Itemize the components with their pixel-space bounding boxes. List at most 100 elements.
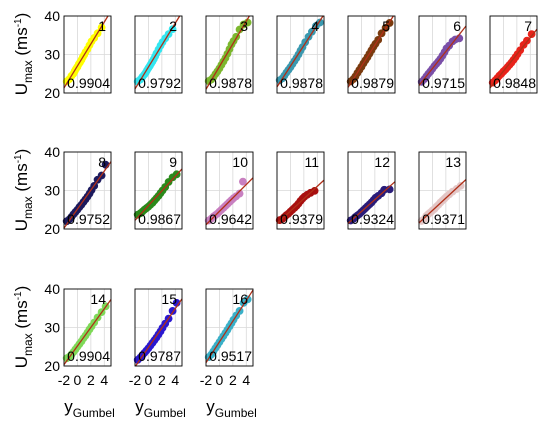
x-axis-label: yGumbel [206, 397, 257, 420]
axis-labels-group: yGumbel yGumbel yGumbel Umax (ms-1) Umax (ms… [12, 13, 257, 420]
panel-number: 11 [304, 154, 319, 170]
panel-correlation-value: 0.9379 [280, 211, 323, 227]
x-tick-label: 4 [100, 372, 108, 388]
panel-10: 10 0.9642 [204, 151, 254, 230]
panel-number: 15 [161, 291, 177, 307]
fit-line [276, 15, 324, 88]
x-tick-label: -2 [200, 372, 213, 388]
panel-correlation-value: 0.9879 [351, 75, 394, 91]
y-axis-label: Umax (ms-1) [12, 149, 35, 232]
panel-correlation-value: 0.9904 [67, 348, 110, 364]
x-axis-label: yGumbel [64, 397, 115, 420]
panel-frame [134, 151, 183, 230]
fit-line [276, 179, 325, 225]
panel-frame [418, 151, 467, 230]
fit-line [134, 15, 181, 90]
panel-frame [134, 15, 183, 94]
panel-frame [347, 151, 396, 230]
panel-8: 8 0.9752 20 30 40 [44, 144, 112, 237]
fit-line [347, 181, 396, 224]
panel-correlation-value: 0.9324 [351, 211, 394, 227]
panels-group: 10.990420304020.979230.987840.987850.987… [44, 8, 538, 388]
fit-line [134, 168, 183, 221]
panel-correlation-value: 0.9787 [138, 348, 181, 364]
y-tick-label: 40 [44, 144, 60, 160]
fit-line [205, 177, 254, 226]
panel-14: 14 0.9904 20 30 40 -2 0 2 4 [44, 281, 112, 388]
panel-number: 13 [445, 154, 461, 170]
data-point [456, 181, 465, 190]
panel-2: 2 0.9792 [133, 15, 183, 94]
x-tick-label: 0 [74, 372, 82, 388]
y-tick-label: 20 [44, 358, 60, 374]
panel-number: 10 [232, 154, 248, 170]
x-tick-label: 4 [242, 372, 250, 388]
panel-correlation-value: 0.9878 [209, 75, 252, 91]
panel-7: 7 0.9848 [488, 15, 538, 94]
panel-number: 9 [169, 154, 177, 170]
panel-12: 12 0.9324 [346, 151, 396, 230]
panel-correlation-value: 0.9878 [280, 75, 323, 91]
panel-correlation-value: 0.9752 [67, 211, 110, 227]
data-point [235, 189, 244, 198]
panel-number: 3 [240, 18, 248, 34]
panel-frame [418, 15, 467, 94]
panel-number: 7 [524, 18, 532, 34]
panel-frame [276, 15, 325, 94]
y-tick-label: 40 [44, 281, 60, 297]
panel-16: 16 0.9517 -2 0 2 4 [200, 288, 254, 388]
fit-line [418, 25, 467, 86]
panel-frame [489, 15, 538, 94]
y-axis-label: Umax (ms-1) [12, 286, 35, 369]
panel-13: 13 0.9371 [417, 151, 467, 230]
fit-line [489, 28, 538, 89]
panel-9: 9 0.9867 [133, 151, 183, 230]
fit-line [418, 178, 467, 224]
x-tick-label: -2 [129, 372, 142, 388]
x-tick-label: 2 [158, 372, 166, 388]
panel-number: 5 [382, 18, 390, 34]
y-tick-label: 40 [44, 8, 60, 24]
data-point [527, 30, 536, 38]
y-tick-label: 20 [44, 221, 60, 237]
x-tick-label: 2 [87, 372, 95, 388]
fit-line [205, 289, 254, 363]
x-tick-label: 0 [145, 372, 153, 388]
data-point [239, 177, 247, 186]
x-tick-label: -2 [58, 372, 71, 388]
panel-number: 6 [453, 18, 461, 34]
panel-number: 2 [169, 18, 177, 34]
panel-number: 4 [311, 18, 319, 34]
panel-frame [347, 15, 396, 94]
fit-line [63, 299, 112, 366]
panel-frame [276, 151, 325, 230]
y-tick-label: 30 [44, 320, 60, 336]
panel-number: 16 [232, 291, 248, 307]
panel-correlation-value: 0.9867 [138, 211, 181, 227]
panel-frame [205, 288, 254, 367]
y-tick-label: 20 [44, 85, 60, 101]
panel-correlation-value: 0.9371 [422, 211, 465, 227]
panel-1: 1 0.9904 20 30 40 [44, 8, 112, 101]
panel-5: 5 0.9879 [346, 15, 396, 94]
panel-number: 8 [98, 154, 106, 170]
x-axis-label: yGumbel [135, 397, 186, 420]
panel-frame [134, 288, 183, 367]
panel-number: 1 [98, 18, 106, 34]
panel-frame [205, 15, 254, 94]
fit-line [63, 161, 112, 229]
y-tick-label: 30 [44, 47, 60, 63]
panel-correlation-value: 0.9848 [493, 75, 536, 91]
panel-correlation-value: 0.9904 [67, 75, 110, 91]
x-tick-label: 0 [216, 372, 224, 388]
panel-correlation-value: 0.9642 [209, 211, 252, 227]
panel-11: 11 0.9379 [275, 151, 325, 230]
panel-number: 14 [90, 291, 106, 307]
panel-frame [205, 151, 254, 230]
panel-frame [63, 151, 112, 230]
panel-frame [63, 15, 112, 94]
fit-line [347, 15, 394, 88]
fit-line [135, 298, 183, 367]
panel-number: 12 [374, 154, 390, 170]
